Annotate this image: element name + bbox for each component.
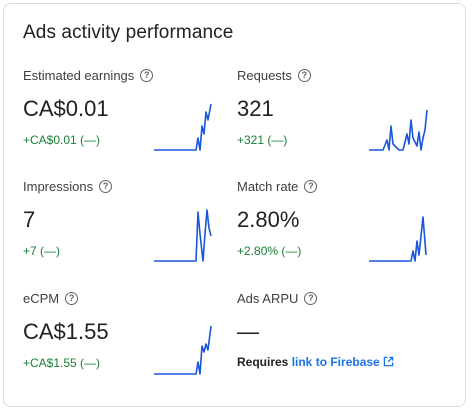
card-title: Ads activity performance <box>23 22 234 43</box>
sparkline-impressions <box>154 209 212 262</box>
help-icon[interactable]: ? <box>304 292 318 305</box>
sparkline-estimated-earnings <box>154 103 212 151</box>
metric-label: Impressions <box>23 179 94 194</box>
metric-label: eCPM <box>23 291 60 306</box>
metric-requests: Requests ? 321 +321 (—) <box>237 68 437 168</box>
metric-delta: +321 (—) <box>237 133 288 147</box>
metric-delta: +7 (—) <box>23 244 61 258</box>
metric-label: Match rate <box>237 179 299 194</box>
metric-estimated-earnings: Estimated earnings ? CA$0.01 +CA$0.01 (—… <box>23 68 223 168</box>
help-icon[interactable]: ? <box>65 292 79 305</box>
link-text[interactable]: link to Firebase <box>291 355 380 369</box>
metric-value: CA$0.01 <box>23 96 109 121</box>
metric-label: Estimated earnings <box>23 68 135 83</box>
metric-value: CA$1.55 <box>23 319 109 344</box>
metric-label: Requests <box>237 68 292 83</box>
metric-delta: +CA$1.55 (—) <box>23 356 101 370</box>
firebase-requirement-note: Requires link to Firebase <box>237 354 397 371</box>
metric-match-rate: Match rate ? 2.80% +2.80% (—) <box>237 179 437 279</box>
metric-value: 7 <box>23 207 36 232</box>
metric-ecpm: eCPM ? CA$1.55 +CA$1.55 (—) <box>23 291 223 391</box>
help-icon[interactable]: ? <box>297 69 311 82</box>
metric-value: 321 <box>237 96 274 121</box>
help-icon[interactable]: ? <box>304 180 318 193</box>
metric-label: Ads ARPU <box>237 291 299 306</box>
metric-value: 2.80% <box>237 207 300 232</box>
metric-value: — <box>237 319 259 344</box>
note-prefix: Requires <box>237 355 292 369</box>
sparkline-ecpm <box>154 325 212 375</box>
link-to-firebase[interactable]: link to Firebase <box>292 355 394 369</box>
help-icon[interactable]: ? <box>140 69 154 82</box>
ads-activity-performance-card: Ads activity performance Estimated earni… <box>3 3 466 407</box>
metric-delta: +CA$0.01 (—) <box>23 133 101 147</box>
external-link-icon <box>383 355 394 371</box>
metric-impressions: Impressions ? 7 +7 (—) <box>23 179 223 279</box>
sparkline-match-rate <box>369 216 427 262</box>
metric-ads-arpu: Ads ARPU ? — Requires link to Firebase <box>237 291 437 391</box>
sparkline-requests <box>369 109 428 151</box>
metric-delta: +2.80% (—) <box>237 244 302 258</box>
help-icon[interactable]: ? <box>99 180 113 193</box>
